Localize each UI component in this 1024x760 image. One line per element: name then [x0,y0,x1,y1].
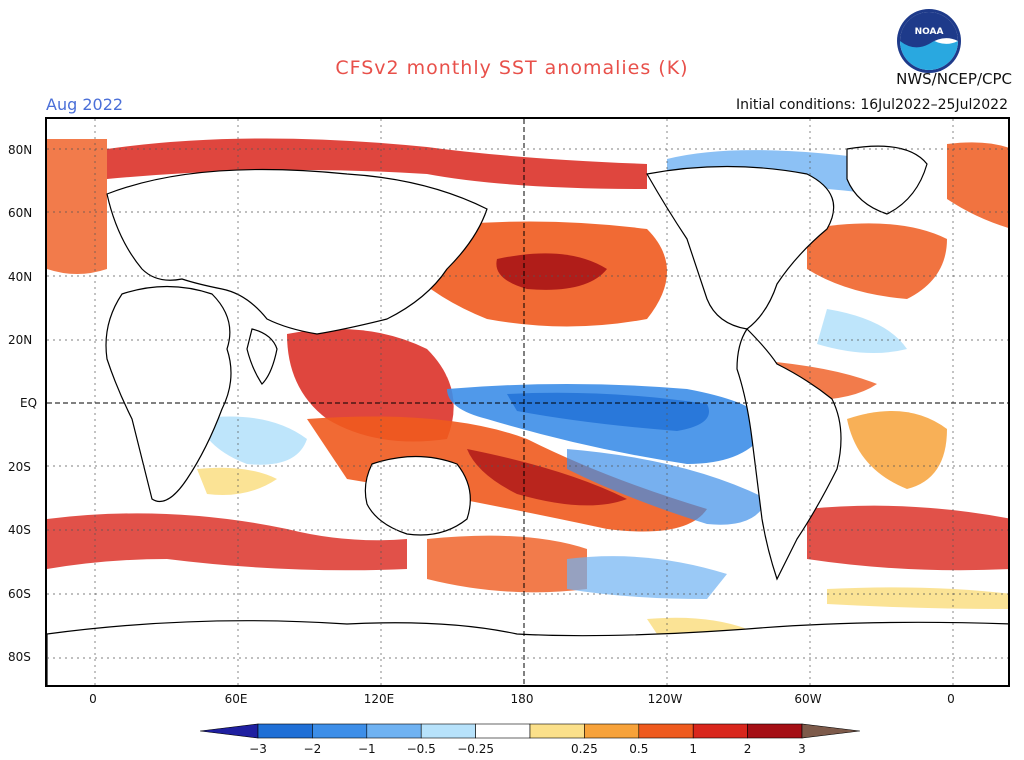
lat-label: EQ [20,396,38,410]
lon-label: 180 [510,692,534,706]
colorbar-segment [584,723,640,739]
colorbar-tick-label: −2 [303,742,322,756]
colorbar-segment [747,723,803,739]
lon-label: 120W [647,692,683,706]
lat-label: 20N [8,333,33,347]
colorbar-segment [475,723,531,739]
colorbar-segment [692,723,748,739]
forecast-month-label: Aug 2022 [46,95,124,114]
land-masses [47,145,1008,685]
lon-label: 0 [89,692,97,706]
lon-label: 60E [224,692,248,706]
colorbar-segment [420,723,476,739]
colorbar-tick-label: 2 [743,742,752,756]
lat-label: 40S [8,523,31,537]
lat-label: 40N [8,270,33,284]
lat-label: 20S [8,460,31,474]
colorbar-segment [529,723,585,739]
initial-conditions-label: Initial conditions: 16Jul2022–25Jul2022 [735,97,1008,113]
colorbar-segment [200,723,259,739]
sst-anomaly-map [45,117,1010,687]
colorbar-tick-label: 0.5 [629,742,649,756]
colorbar-tick-label: 1 [689,742,697,756]
colorbar [200,723,860,739]
colorbar-segment [257,723,313,739]
lat-label: 60S [8,587,31,601]
colorbar-segment [801,723,860,739]
lat-label: 80N [8,143,33,157]
lon-label: 60W [794,692,822,706]
lon-label: 0 [947,692,955,706]
colorbar-tick-label: −0.5 [406,742,436,756]
colorbar-tick-label: −0.25 [457,742,494,756]
colorbar-segment [638,723,694,739]
svg-text:NOAA: NOAA [915,27,944,37]
colorbar-tick-label: 0.25 [571,742,598,756]
lon-label: 120E [363,692,395,706]
colorbar-segment [366,723,422,739]
noaa-logo-icon: NOAA [897,9,961,73]
agency-label: NWS/NCEP/CPC [896,70,1012,88]
lat-label: 80S [8,650,31,664]
colorbar-segment [312,723,368,739]
colorbar-tick-label: −1 [357,742,376,756]
graticule [47,119,1008,685]
equator-dateline [47,119,1008,685]
lat-label: 60N [8,206,33,220]
colorbar-tick-label: 3 [798,742,806,756]
map-title: CFSv2 monthly SST anomalies (K) [335,57,689,79]
colorbar-tick-label: −3 [249,742,267,756]
map-canvas [47,119,1008,685]
